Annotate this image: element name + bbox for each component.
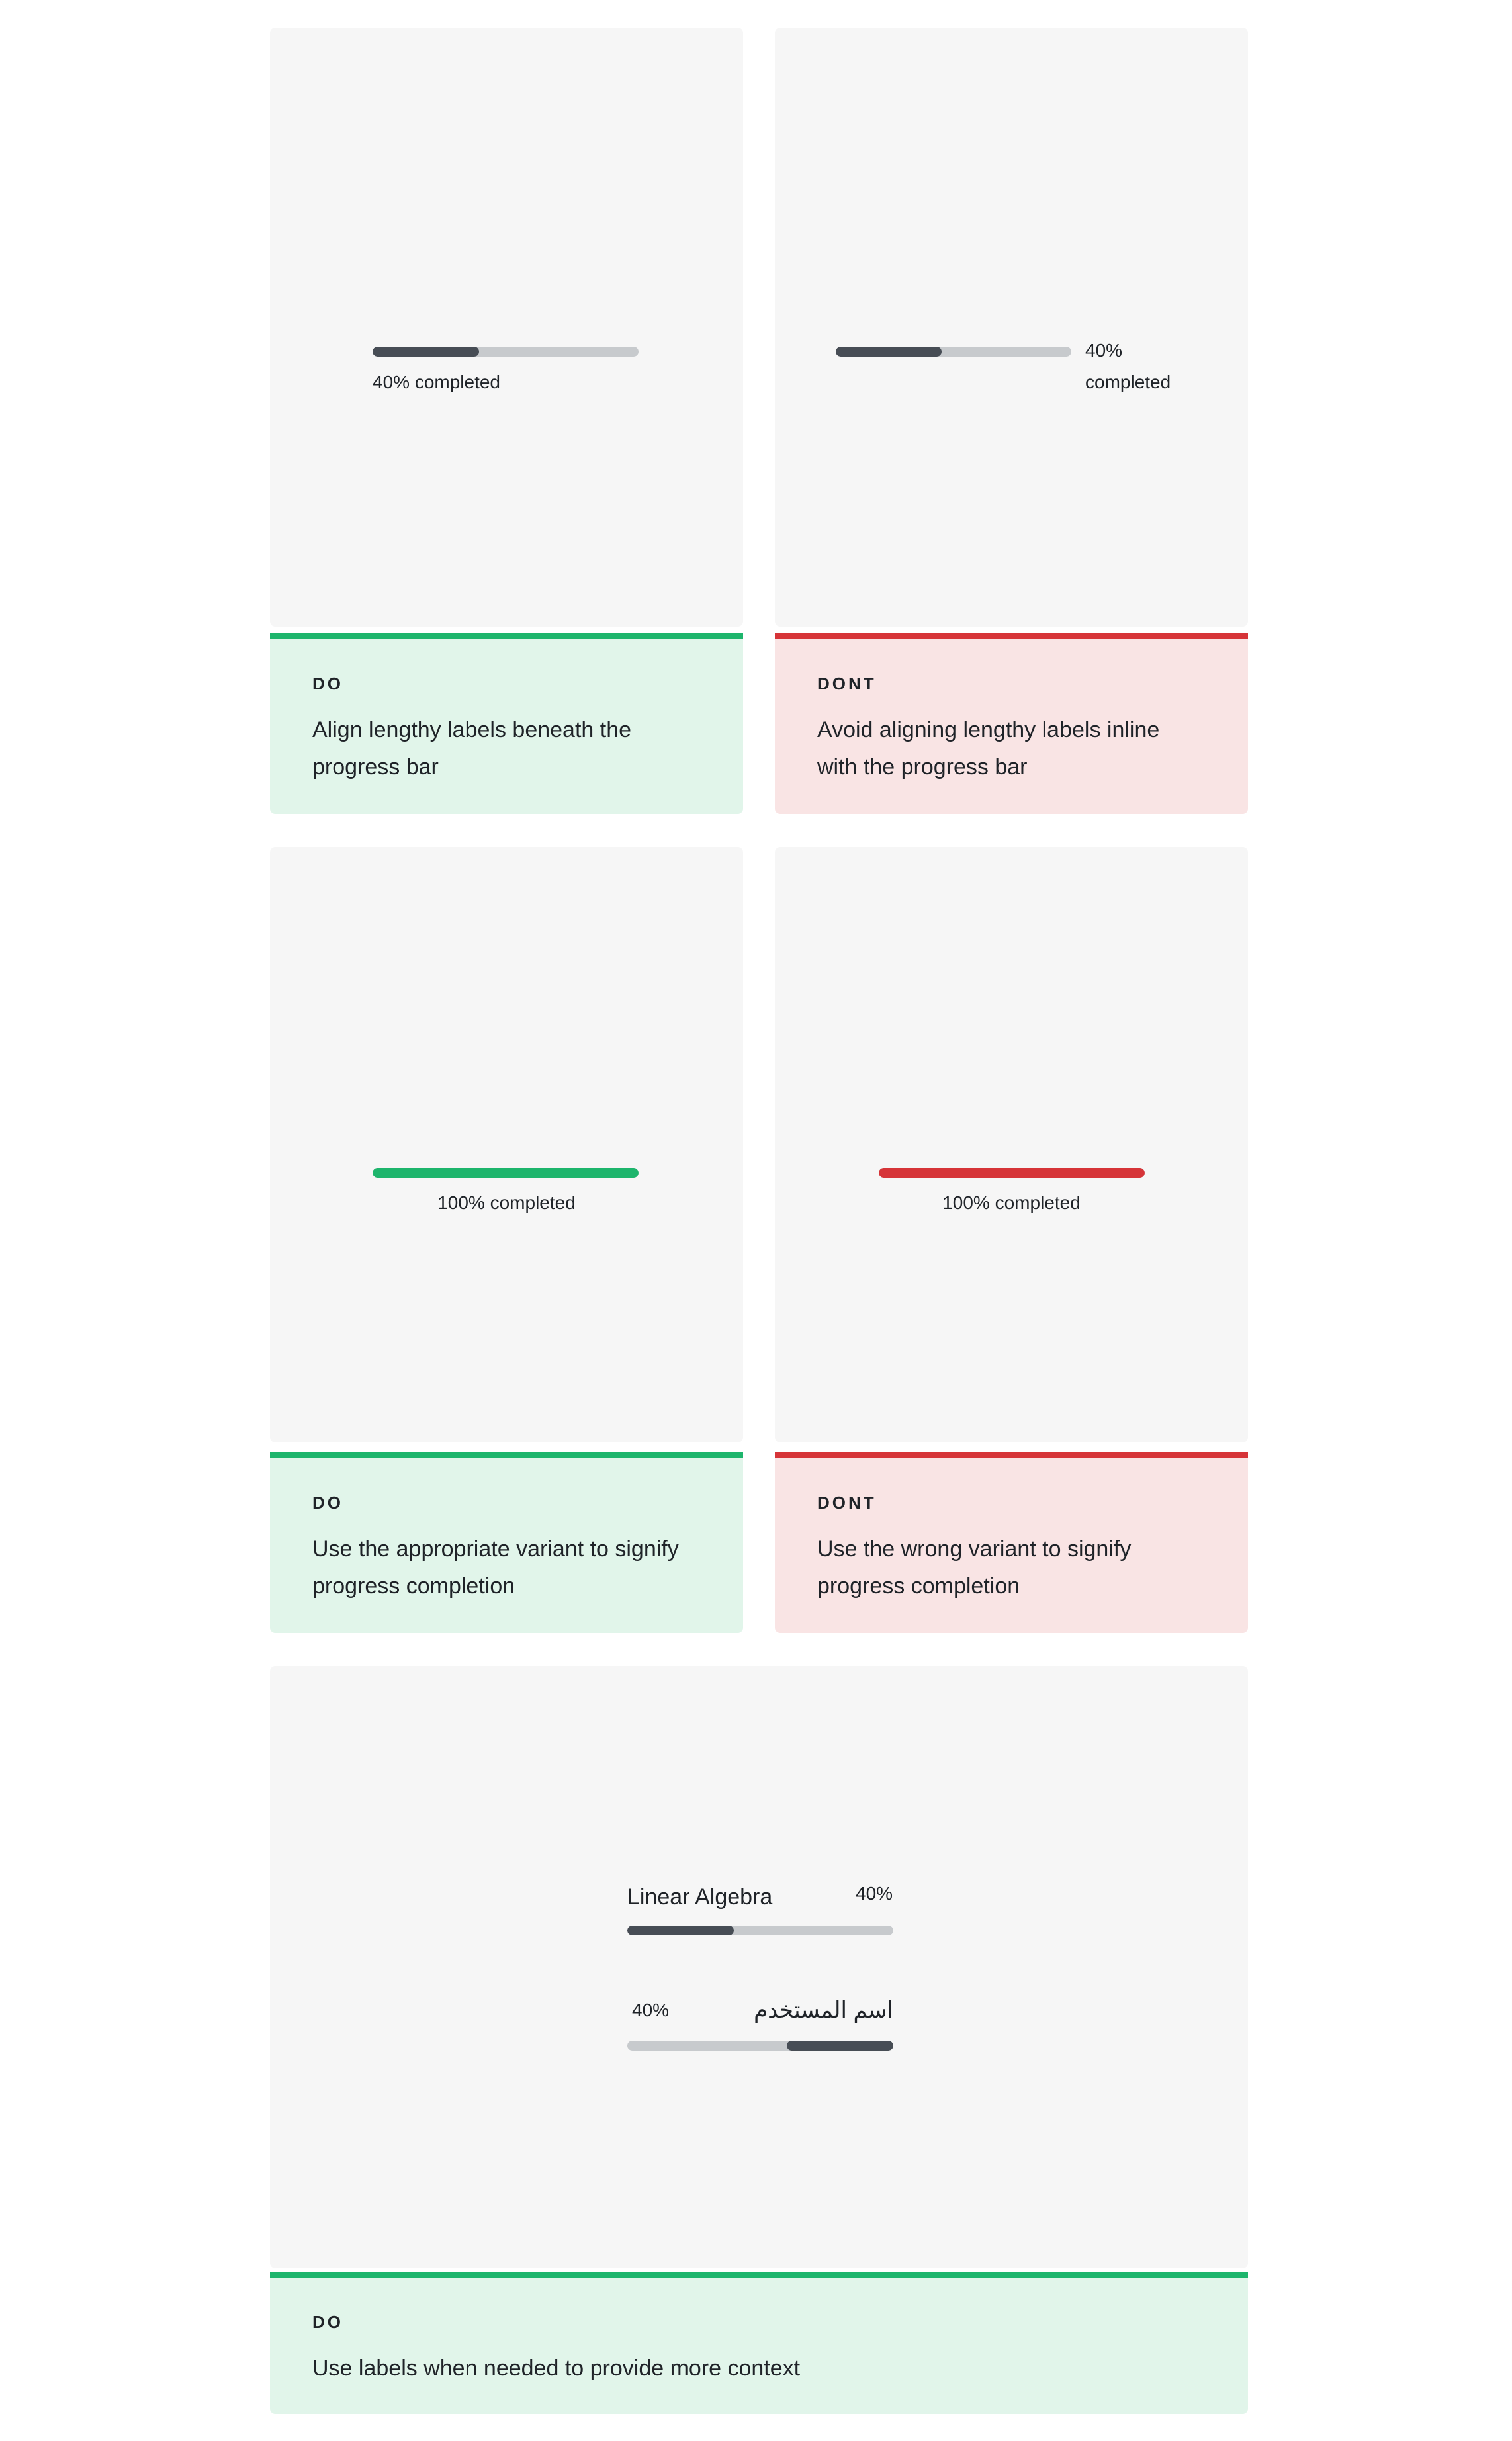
do-tag: DO bbox=[312, 2312, 343, 2332]
guideline-dont-caption: DONT Avoid aligning lengthy labels inlin… bbox=[775, 633, 1248, 814]
guideline-text: Align lengthy labels beneath the progres… bbox=[312, 717, 632, 779]
progress-fill bbox=[879, 1168, 1145, 1178]
progress-fill bbox=[787, 2041, 893, 2051]
progress-value: 40% bbox=[856, 1883, 893, 1904]
progress-bar-rtl bbox=[627, 2041, 893, 2051]
progress-title-rtl: اسم المستخدم bbox=[754, 1998, 893, 2023]
dont-tag: DONT bbox=[817, 674, 877, 693]
progress-fill bbox=[373, 1168, 639, 1178]
guideline-do-caption: DO Use the appropriate variant to signif… bbox=[270, 1452, 743, 1633]
progress-label: 100% completed bbox=[437, 1192, 576, 1213]
guideline-text: Use the wrong variant to signify progres… bbox=[817, 1536, 1132, 1599]
progress-bar bbox=[836, 347, 1071, 357]
example-card-dont-label-inline: 40% completed bbox=[775, 28, 1248, 627]
guideline-text: Avoid aligning lengthy labels inline wit… bbox=[817, 717, 1160, 779]
progress-label: 40% completed bbox=[373, 372, 501, 392]
progress-fill bbox=[373, 347, 479, 357]
progress-label-line2: completed bbox=[1085, 372, 1171, 392]
guideline-text: Use the appropriate variant to signify p… bbox=[312, 1536, 679, 1599]
progress-fill bbox=[836, 347, 942, 357]
progress-bar bbox=[373, 1168, 639, 1178]
do-tag: DO bbox=[312, 674, 343, 693]
example-card-do-variant: 100% completed bbox=[270, 847, 743, 1442]
progress-title: Linear Algebra bbox=[627, 1885, 773, 1910]
progress-bar bbox=[627, 1926, 893, 1935]
guideline-text: Use labels when needed to provide more c… bbox=[312, 2356, 801, 2381]
progress-label-line1: 40% bbox=[1085, 340, 1123, 361]
progress-fill bbox=[627, 1926, 734, 1935]
example-card-dont-variant: 100% completed bbox=[775, 847, 1248, 1442]
progress-label: 100% completed bbox=[942, 1192, 1081, 1213]
guideline-do-caption: DO Align lengthy labels beneath the prog… bbox=[270, 633, 743, 814]
example-card-do-context-labels: Linear Algebra 40% 40% اسم المستخدم bbox=[270, 1666, 1248, 2268]
progress-bar bbox=[373, 347, 639, 357]
dont-tag: DONT bbox=[817, 1493, 877, 1513]
example-card-do-label-beneath: 40% completed bbox=[270, 28, 743, 627]
progress-bar bbox=[879, 1168, 1145, 1178]
guideline-dont-caption: DONT Use the wrong variant to signify pr… bbox=[775, 1452, 1248, 1633]
progress-value-rtl: 40% bbox=[632, 2000, 670, 2020]
guideline-do-caption: DO Use labels when needed to provide mor… bbox=[270, 2272, 1248, 2414]
do-tag: DO bbox=[312, 1493, 343, 1513]
